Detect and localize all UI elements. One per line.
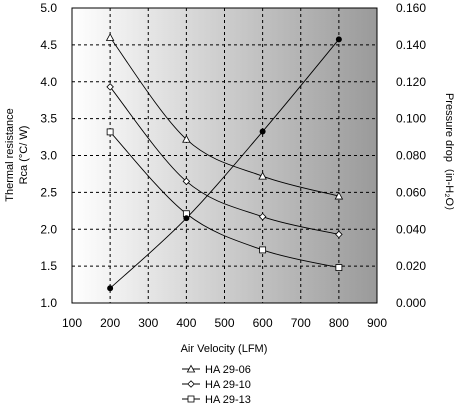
y-right-axis-label: Pressure drop（in-H₂O）	[443, 93, 454, 217]
y-right-tick-labels: 0.000 0.020 0.040 0.060 0.080 0.100 0.120 0.140…	[396, 1, 426, 310]
x-tick-label: 600	[253, 316, 273, 330]
series-line-4	[109, 39, 340, 289]
y-left-tick-label: 1.5	[40, 259, 57, 273]
y-left-tick-labels: 1.0 1.5 2.0 2.5 3.0 3.5 4.0 4.5 5.0	[40, 1, 57, 310]
y-left-tick-label: 5.0	[40, 1, 57, 15]
y-right-tick-label: 0.040	[396, 222, 426, 236]
y-left-tick-label: 4.5	[40, 38, 57, 52]
y-right-tick-label: 0.020	[396, 259, 426, 273]
y-right-tick-label: 0.060	[396, 185, 426, 199]
y-left-tick-label: 4.0	[40, 75, 57, 89]
x-tick-label: 800	[329, 316, 349, 330]
data-point-1	[105, 33, 115, 41]
series-lines	[109, 37, 340, 289]
y-right-tick-label: 0.000	[396, 296, 426, 310]
y-left-tick-label: 3.5	[40, 112, 57, 126]
grid	[72, 8, 377, 303]
legend: HA 29-06 HA 29-10 HA 29-13	[182, 364, 251, 406]
x-tick-label: 500	[214, 316, 234, 330]
data-point-3	[106, 128, 114, 136]
series-markers	[105, 33, 344, 292]
y-right-tick-label: 0.100	[396, 112, 426, 126]
legend-entry-label: HA 29-10	[205, 379, 251, 391]
y-left-axis-label-line1: Thermal resistance	[4, 108, 16, 202]
legend-entry-label: HA 29-13	[205, 394, 251, 406]
series-line-3	[109, 131, 339, 269]
x-tick-label: 300	[138, 316, 158, 330]
x-tick-label: 100	[62, 316, 82, 330]
data-point-2	[335, 230, 343, 239]
x-tick-labels: 100 200 300 400 500 600 700 800 900	[62, 316, 387, 330]
data-point-1	[334, 191, 344, 200]
data-point-4	[183, 215, 190, 222]
y-left-tick-label: 2.5	[40, 185, 57, 199]
legend-marker	[187, 380, 195, 388]
data-point-4	[335, 36, 342, 43]
y-left-tick-label: 1.0	[40, 296, 57, 310]
y-left-tick-label: 2.0	[40, 222, 57, 236]
y-right-tick-label: 0.080	[396, 149, 426, 163]
data-point-3	[259, 246, 267, 254]
data-point-2	[182, 177, 191, 186]
data-point-2	[106, 83, 114, 91]
data-point-3	[335, 264, 343, 272]
x-tick-label: 900	[367, 316, 387, 330]
plot-frame	[71, 7, 378, 304]
y-left-tick-label: 3.0	[40, 149, 57, 163]
data-point-2	[258, 212, 267, 221]
data-point-4	[107, 285, 114, 292]
x-tick-label: 200	[100, 316, 120, 330]
x-axis-label: Air Velocity (LFM)	[181, 343, 268, 355]
legend-entry-label: HA 29-06	[205, 364, 251, 376]
series-line-1	[109, 37, 339, 197]
x-tick-label: 400	[176, 316, 196, 330]
y-right-tick-label: 0.120	[396, 75, 426, 89]
y-right-tick-label: 0.160	[396, 1, 426, 15]
legend-marker	[186, 364, 196, 373]
data-point-4	[259, 128, 266, 135]
x-tick-label: 700	[291, 316, 311, 330]
y-right-tick-label: 0.140	[396, 38, 426, 52]
data-point-1	[182, 134, 191, 143]
series-line-2	[109, 86, 339, 235]
data-point-1	[258, 171, 267, 180]
legend-marker	[187, 395, 195, 403]
y-left-axis-label-line2: Rca (°C/ W)	[18, 126, 30, 185]
